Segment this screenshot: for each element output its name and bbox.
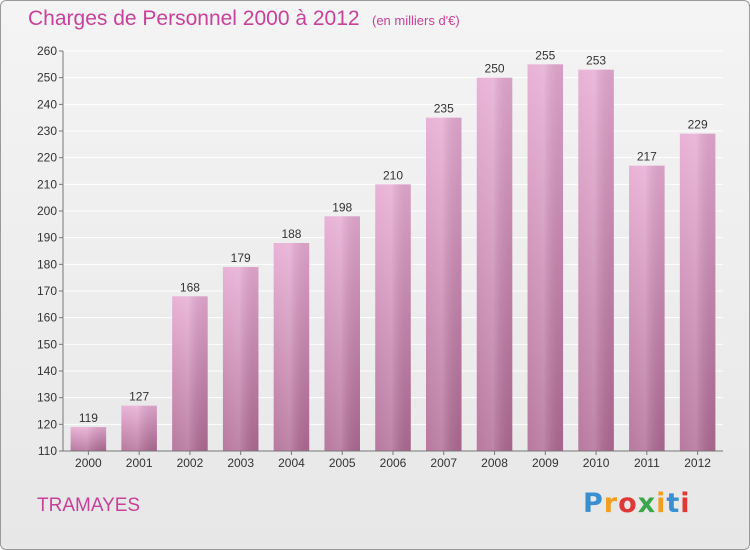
data-label: 250 — [485, 62, 505, 76]
x-tick-label: 2009 — [532, 456, 559, 470]
bar-shine — [222, 267, 259, 451]
x-tick-label: 2003 — [227, 456, 254, 470]
y-tick-label: 210 — [37, 177, 57, 191]
y-tick-label: 190 — [37, 231, 57, 245]
bar-shine — [70, 427, 107, 451]
y-tick-label: 110 — [38, 444, 57, 458]
axes: 110 120 130 140 150 160 170 180 190 200 210 220 230 2… — [37, 44, 723, 470]
x-tick-label: 2004 — [278, 456, 305, 470]
data-label: 255 — [535, 48, 555, 62]
data-labels: 119 127 168 179 188 198 210 235 250 255 253 217 229 — [79, 48, 708, 425]
logo-letter: x — [637, 488, 657, 519]
bar-shine — [273, 243, 310, 451]
chart-subtitle: (en milliers d'€) — [372, 13, 460, 28]
data-label: 210 — [383, 168, 403, 182]
bar-shine — [578, 69, 614, 452]
data-label: 168 — [180, 280, 200, 294]
x-tick-label: 2010 — [583, 456, 610, 470]
x-tick-label: 2006 — [380, 456, 407, 470]
data-label: 127 — [129, 390, 149, 404]
x-tick-label: 2002 — [177, 456, 204, 470]
y-tick-label: 220 — [37, 151, 57, 165]
logo-letter: t — [666, 488, 681, 519]
data-label: 217 — [637, 150, 657, 164]
logo-letter: o — [618, 488, 638, 519]
y-tick-label: 240 — [37, 97, 57, 111]
x-tick-label: 2007 — [430, 456, 457, 470]
bar-shine — [121, 405, 157, 451]
y-tick-label: 140 — [37, 364, 57, 378]
data-label: 179 — [231, 251, 251, 265]
proxiti-logo: Proxiti — [583, 488, 691, 519]
data-label: 188 — [281, 227, 301, 241]
y-tick-label: 170 — [37, 284, 57, 298]
y-tick-label: 150 — [37, 337, 57, 351]
y-tick-label: 160 — [37, 311, 57, 325]
y-tick-label: 120 — [37, 417, 57, 431]
logo-letter: r — [603, 488, 619, 519]
chart-title: Charges de Personnel 2000 à 2012 — [28, 7, 360, 30]
logo-letter: P — [583, 488, 604, 519]
x-tick-label: 2008 — [481, 456, 508, 470]
x-tick-label: 2011 — [634, 456, 660, 470]
y-tick-label: 260 — [37, 44, 57, 58]
x-tick-label: 2000 — [75, 456, 102, 470]
bar-shine — [375, 184, 411, 452]
bar-shine — [629, 165, 665, 451]
bars — [70, 64, 716, 452]
commune-name: TRAMAYES — [37, 495, 141, 516]
data-label: 229 — [688, 118, 708, 132]
data-label: 198 — [332, 200, 352, 214]
bar-shine — [426, 117, 462, 452]
y-tick-label: 180 — [37, 257, 57, 271]
bar-shine — [679, 133, 716, 451]
bar-shine — [324, 216, 360, 451]
y-tick-label: 230 — [37, 124, 57, 138]
data-label: 119 — [79, 411, 98, 425]
x-tick-label: 2001 — [126, 456, 153, 470]
bar-shine — [527, 64, 564, 452]
y-tick-label: 200 — [37, 204, 57, 218]
y-tick-label: 130 — [37, 391, 57, 405]
bar-shine — [476, 77, 513, 452]
y-tick-label: 250 — [37, 71, 57, 85]
bar-shine — [172, 296, 208, 451]
x-tick-label: 2012 — [684, 456, 711, 470]
logo-letter: i — [680, 488, 691, 519]
x-tick-label: 2005 — [329, 456, 356, 470]
data-label: 253 — [586, 54, 606, 68]
logo-letter: i — [656, 488, 667, 519]
data-label: 235 — [434, 102, 454, 116]
